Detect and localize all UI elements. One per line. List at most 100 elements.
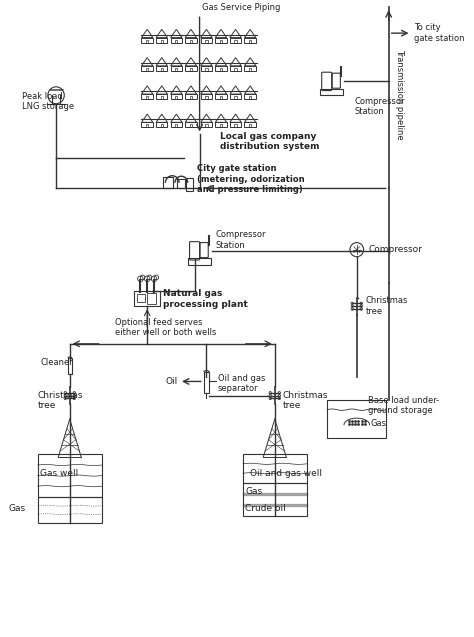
Bar [190, 39, 192, 43]
Bar [156, 122, 167, 127]
Text: Gas: Gas [245, 487, 262, 496]
Bar [186, 178, 193, 191]
Bar [245, 66, 256, 71]
Bar [249, 124, 251, 127]
Text: Base load under-
ground storage: Base load under- ground storage [368, 396, 439, 415]
Bar [235, 96, 237, 99]
Bar [243, 454, 307, 483]
Bar [320, 89, 343, 96]
Text: Oil: Oil [166, 377, 178, 386]
Bar [171, 94, 182, 99]
Text: Gas: Gas [371, 419, 386, 428]
Bar [249, 68, 251, 71]
Bar [235, 68, 237, 71]
Bar [177, 179, 185, 189]
Text: Gas: Gas [8, 504, 25, 513]
Bar [201, 66, 212, 71]
Bar [142, 94, 153, 99]
Bar [249, 96, 251, 99]
Bar [185, 66, 197, 71]
Bar [220, 124, 222, 127]
Text: Optional feed serves
either well or both wells: Optional feed serves either well or both… [115, 318, 217, 337]
Text: Compressor
Station: Compressor Station [216, 230, 266, 250]
Text: Transmission pipeline: Transmission pipeline [395, 49, 404, 140]
Text: Compressor
Station: Compressor Station [355, 97, 405, 116]
Bar [142, 66, 153, 71]
Bar [161, 96, 163, 99]
Bar [161, 39, 163, 43]
Text: Local gas company
distribution system: Local gas company distribution system [220, 132, 319, 151]
Bar [220, 96, 222, 99]
Bar [163, 176, 173, 189]
Bar [230, 122, 241, 127]
Text: Natural gas
processing plant: Natural gas processing plant [163, 289, 248, 309]
Bar [171, 38, 182, 43]
Text: Christmas
tree: Christmas tree [283, 390, 328, 410]
Bar [190, 96, 192, 99]
Text: Oil and gas well: Oil and gas well [250, 469, 322, 478]
Bar [146, 124, 148, 127]
Bar [235, 39, 237, 43]
Bar [205, 68, 208, 71]
Bar [327, 400, 386, 438]
Bar [215, 94, 227, 99]
Text: Gas well: Gas well [40, 469, 78, 478]
Bar [142, 122, 153, 127]
Bar [204, 372, 209, 393]
Bar [185, 94, 197, 99]
Text: City gate station
(metering, odorization
and pressure limiting): City gate station (metering, odorization… [197, 164, 305, 194]
Bar [146, 68, 148, 71]
Bar [142, 38, 153, 43]
Bar [135, 291, 160, 306]
Bar [235, 124, 237, 127]
Bar [201, 122, 212, 127]
Bar [175, 96, 177, 99]
Text: Christmas
tree: Christmas tree [366, 296, 408, 316]
Bar [201, 94, 212, 99]
Bar [161, 124, 163, 127]
Bar [38, 497, 101, 522]
Bar [205, 124, 208, 127]
Bar [185, 38, 197, 43]
Bar [215, 38, 227, 43]
Bar [175, 39, 177, 43]
Bar [245, 122, 256, 127]
Bar [156, 66, 167, 71]
Bar [230, 66, 241, 71]
Text: Crude oil: Crude oil [245, 504, 286, 513]
Bar [245, 38, 256, 43]
Bar [137, 294, 146, 303]
Bar [161, 68, 163, 71]
Bar [156, 38, 167, 43]
Bar [220, 39, 222, 43]
Bar [171, 66, 182, 71]
Bar [205, 96, 208, 99]
Text: To city
gate station: To city gate station [414, 24, 464, 43]
Text: Cleaner: Cleaner [40, 358, 73, 367]
Bar [38, 454, 101, 497]
Bar [230, 94, 241, 99]
Bar [230, 38, 241, 43]
Bar [215, 66, 227, 71]
Bar [68, 358, 72, 375]
Bar [175, 68, 177, 71]
Text: Oil and gas
separator: Oil and gas separator [218, 374, 265, 394]
Text: Peak load
LNG storage: Peak load LNG storage [22, 92, 74, 111]
Bar [245, 94, 256, 99]
Bar [215, 122, 227, 127]
Bar [243, 483, 307, 515]
Text: Gas Service Piping: Gas Service Piping [202, 3, 280, 12]
Bar [201, 38, 212, 43]
Text: Christmas
tree: Christmas tree [38, 390, 83, 410]
Bar [185, 122, 197, 127]
Bar [188, 258, 211, 265]
Bar [175, 124, 177, 127]
Bar [146, 39, 148, 43]
Text: Compressor: Compressor [368, 245, 422, 254]
Bar [171, 122, 182, 127]
Bar [146, 96, 148, 99]
Bar [190, 68, 192, 71]
Bar [147, 293, 156, 304]
Bar [190, 124, 192, 127]
Bar [156, 94, 167, 99]
